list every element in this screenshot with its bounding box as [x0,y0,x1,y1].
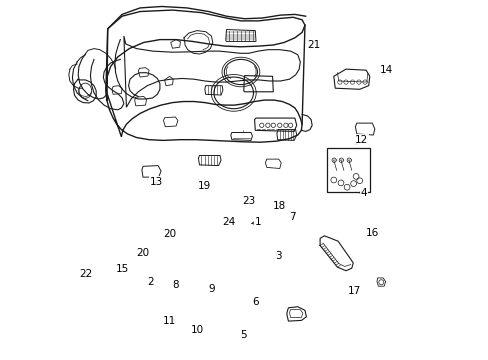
Text: 7: 7 [289,212,295,222]
Bar [326,148,369,192]
Text: 10: 10 [190,325,203,336]
Text: 13: 13 [149,177,162,187]
Text: 4: 4 [360,188,366,198]
Text: 19: 19 [198,181,211,192]
Text: 22: 22 [79,269,92,279]
Text: 14: 14 [379,65,392,75]
Text: 24: 24 [222,217,235,228]
Text: 18: 18 [273,201,286,211]
Text: 20: 20 [136,248,149,258]
Text: 21: 21 [307,40,320,50]
Text: 11: 11 [163,316,176,326]
Text: 16: 16 [365,228,378,238]
Text: 6: 6 [251,297,258,307]
Text: 3: 3 [274,251,281,261]
Text: 2: 2 [147,276,154,287]
Text: 12: 12 [354,135,368,145]
Text: 20: 20 [163,229,176,239]
Text: 23: 23 [242,196,255,206]
Text: 1: 1 [254,217,261,228]
Text: 8: 8 [172,280,178,290]
Text: 5: 5 [239,330,246,340]
Text: 9: 9 [207,284,214,294]
Text: 17: 17 [346,286,360,296]
Text: 15: 15 [116,264,129,274]
